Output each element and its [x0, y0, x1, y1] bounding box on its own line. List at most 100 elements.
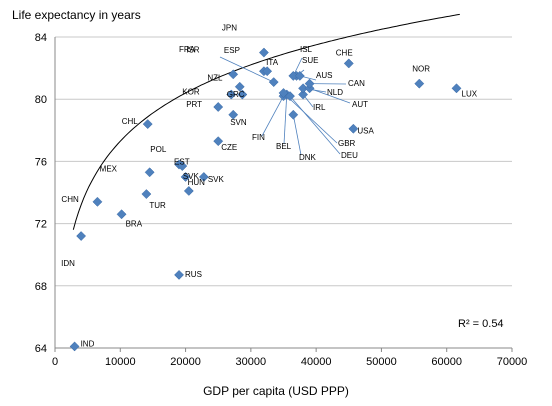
- data-point-nzl: [237, 89, 248, 100]
- point-label: LUX: [462, 89, 478, 98]
- y-axis-title: Life expectancy in years: [12, 8, 141, 22]
- point-label: CHE: [336, 48, 353, 57]
- point-label: NZL: [207, 74, 223, 83]
- point-label: FRA: [179, 45, 196, 54]
- data-point-aus: [294, 70, 305, 81]
- point-label: TUR: [149, 201, 166, 210]
- leader-line: [261, 95, 284, 137]
- data-point-pol: [177, 161, 188, 172]
- point-label: ITA: [266, 58, 279, 67]
- point-label: JPN: [222, 24, 237, 33]
- data-point-svk: [183, 185, 194, 196]
- point-label: BRA: [126, 219, 143, 228]
- point-label: CHL: [122, 117, 139, 126]
- leader-line: [289, 95, 341, 155]
- data-point-idn: [76, 231, 87, 241]
- y-tick-label: 72: [35, 219, 47, 231]
- point-label: EST: [174, 158, 190, 167]
- point-label: SVN: [230, 118, 247, 127]
- point-label: CHN: [61, 195, 79, 204]
- point-label: DEU: [341, 151, 358, 160]
- point-label: IRL: [313, 103, 326, 112]
- point-label: BEL: [276, 142, 292, 151]
- data-point-kor: [226, 89, 237, 100]
- point-label: CZE: [221, 143, 237, 152]
- data-point-isr: [228, 69, 239, 80]
- point-label: NOR: [412, 65, 430, 74]
- point-label: IND: [81, 339, 95, 348]
- point-label: AUT: [352, 100, 368, 109]
- point-label: GRC: [227, 90, 245, 99]
- data-point-ita: [262, 66, 273, 77]
- x-tick-label: 30000: [236, 356, 267, 368]
- point-label: HUN: [188, 178, 206, 187]
- data-point-can: [304, 78, 315, 89]
- point-label: MEX: [100, 164, 118, 173]
- data-point-dnk: [288, 109, 299, 120]
- tick-labels: 64 68 72 76 80 84 0 10000 20000 30000 40000 50000 60…: [35, 32, 528, 368]
- leader-line: [292, 114, 302, 156]
- x-tick-label: 0: [52, 356, 58, 368]
- data-point-usa: [348, 123, 359, 134]
- data-point-bra: [116, 209, 127, 220]
- point-label: ISR: [186, 45, 200, 54]
- grid: [55, 36, 512, 349]
- y-tick-label: 68: [35, 281, 47, 293]
- data-point-nld: [298, 83, 309, 94]
- data-point-ind: [69, 341, 80, 352]
- x-tick-label: 60000: [431, 356, 462, 368]
- point-label: NLD: [327, 88, 343, 97]
- data-point-tur: [141, 189, 152, 200]
- data-point-jpn: [258, 47, 269, 58]
- y-tick-label: 76: [35, 156, 47, 168]
- point-label: SVK: [208, 175, 225, 184]
- data-point-gbr: [278, 88, 289, 98]
- data-point-chn: [92, 196, 103, 207]
- data-point-che: [343, 58, 354, 69]
- x-axis-title: GDP per capita (USD PPP): [203, 384, 349, 398]
- point-label: ISL: [300, 45, 313, 54]
- x-tick-label: 40000: [301, 356, 332, 368]
- leader-line: [219, 56, 274, 83]
- data-point-fra: [268, 77, 279, 88]
- data-point-chl: [142, 119, 153, 130]
- point-label: IDN: [61, 259, 75, 268]
- y-tick-label: 84: [35, 32, 47, 44]
- point-label: USA: [357, 127, 374, 136]
- data-point-isl: [288, 70, 299, 81]
- data-point-deu: [285, 91, 295, 102]
- trendline-path: [72, 13, 460, 230]
- point-label: ESP: [224, 46, 240, 55]
- point-label: KOR: [182, 88, 200, 97]
- data-point-prt: [213, 102, 224, 112]
- data-point-hun: [180, 171, 191, 182]
- leader-line: [283, 94, 288, 145]
- data-point-irl: [298, 89, 309, 100]
- point-label: PRT: [186, 100, 202, 109]
- data-point-mex: [144, 167, 155, 178]
- data-point-rus: [174, 269, 184, 280]
- x-tick-label: 50000: [366, 356, 397, 368]
- point-label: RUS: [185, 270, 202, 279]
- data-point-nor: [414, 78, 425, 89]
- point-label: GBR: [338, 139, 356, 148]
- leader-line: [283, 92, 338, 144]
- point-label: SUE: [302, 56, 318, 65]
- point-label: DNK: [299, 153, 317, 162]
- y-tick-label: 80: [35, 94, 47, 106]
- y-tick-label: 64: [35, 343, 47, 355]
- x-tick-label: 20000: [170, 356, 201, 368]
- x-tick-label: 70000: [497, 356, 528, 368]
- point-label: AUS: [316, 71, 332, 80]
- point-label: POL: [150, 145, 167, 154]
- point-label: SVK: [183, 172, 200, 181]
- data-point-svn: [228, 109, 239, 120]
- data-point-svk: [198, 171, 209, 182]
- trendline: [72, 13, 460, 230]
- data-point-lux: [451, 83, 462, 94]
- point-label: CAN: [348, 79, 365, 88]
- data-point-grc: [234, 81, 245, 92]
- axes: [54, 37, 513, 352]
